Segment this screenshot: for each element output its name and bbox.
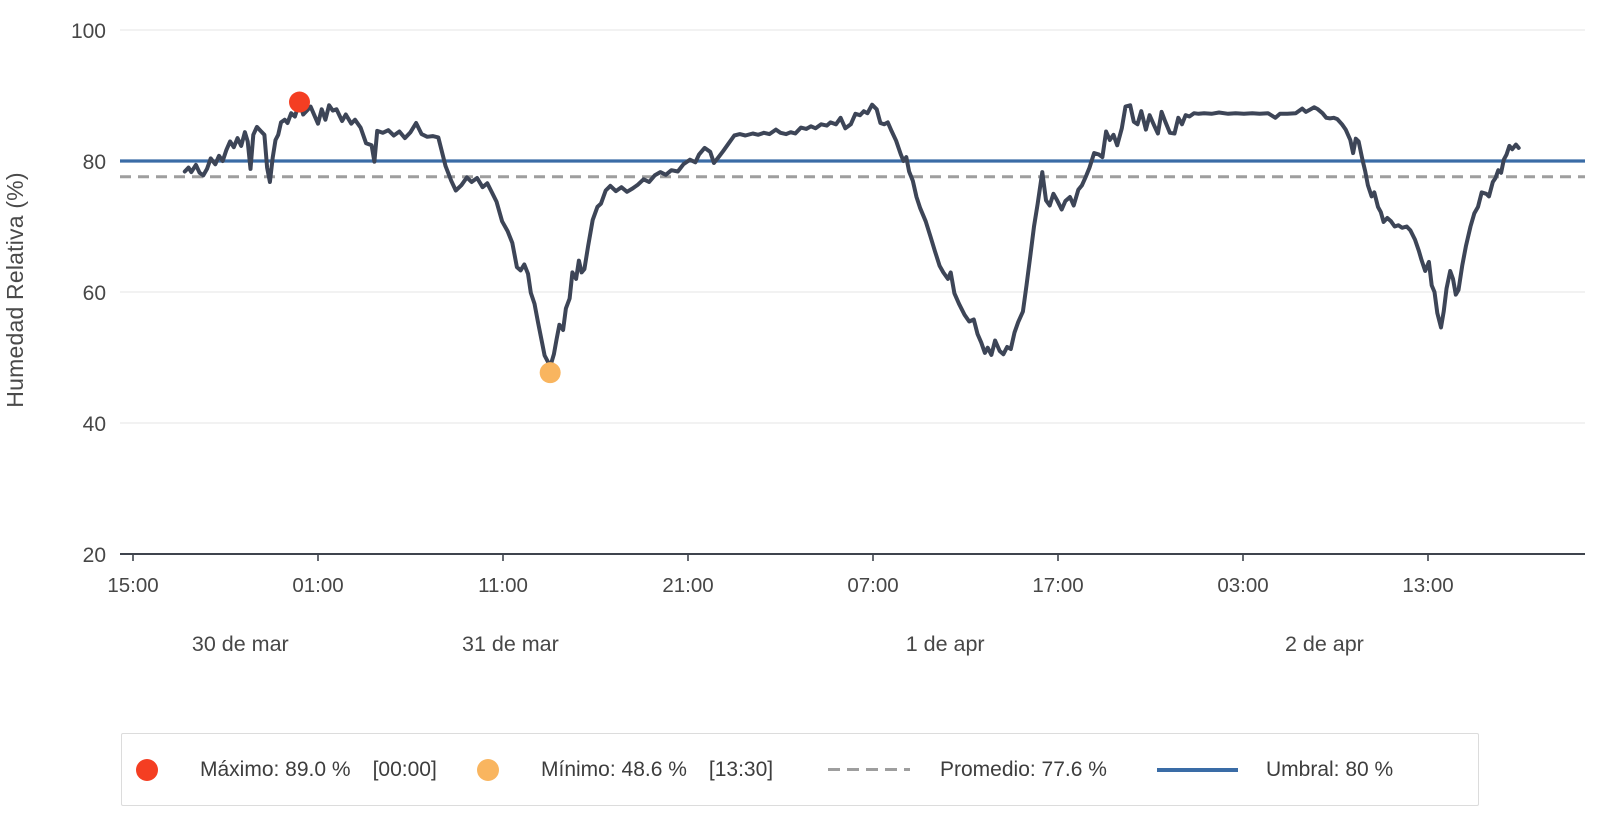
maximo-dot-icon	[136, 758, 158, 781]
legend-label-promedio: Promedio: 77.6 %	[940, 757, 1107, 781]
x-tick-label: 13:00	[1402, 574, 1453, 597]
y-tick-label: 100	[71, 20, 106, 43]
x-tick-label: 07:00	[847, 574, 898, 597]
legend-item-maximo[interactable]: Máximo: 89.0 % [00:00]	[136, 734, 437, 805]
x-tick-label: 03:00	[1217, 574, 1268, 597]
x-date-label: 2 de apr	[1285, 632, 1364, 656]
minimo-dot-icon	[477, 758, 499, 781]
legend-item-minimo[interactable]: Mínimo: 48.6 % [13:30]	[477, 734, 773, 805]
min-marker[interactable]	[539, 362, 561, 384]
max-marker[interactable]	[289, 91, 310, 113]
legend-time-maximo: [00:00]	[372, 757, 437, 781]
legend-label-maximo: Máximo: 89.0 %	[200, 757, 351, 781]
humidity-line-chart[interactable]: 15:00 01:00 11:00 21:00 07:00 17:00 03:00 13:00…	[0, 0, 1601, 700]
y-tick-label: 40	[83, 413, 106, 436]
legend-label-umbral: Umbral: 80 %	[1266, 757, 1394, 781]
humidity-series-line[interactable]	[182, 100, 1521, 369]
x-tick-label: 11:00	[478, 574, 528, 597]
y-tick-label: 80	[83, 151, 106, 174]
legend-time-minimo: [13:30]	[708, 757, 774, 781]
legend-item-umbral[interactable]: Umbral: 80 %	[1157, 734, 1393, 805]
chart-legend: Máximo: 89.0 % [00:00] Mínimo: 48.6 % [13:3…	[121, 733, 1479, 806]
x-date-label: 1 de apr	[906, 632, 985, 656]
x-tick-label: 17:00	[1032, 574, 1083, 597]
legend-item-promedio[interactable]: Promedio: 77.6 %	[828, 734, 1107, 805]
x-date-label: 31 de mar	[462, 632, 559, 656]
legend-label-minimo: Mínimo: 48.6 %	[541, 757, 687, 781]
x-tick-label: 21:00	[662, 574, 713, 597]
dashed-line-icon	[828, 768, 910, 771]
x-date-label: 30 de mar	[192, 632, 289, 656]
solid-line-icon	[1157, 767, 1238, 772]
x-tick-label: 15:00	[107, 574, 158, 597]
y-tick-label: 20	[83, 544, 106, 567]
x-tick-label: 01:00	[292, 574, 343, 597]
y-tick-label: 60	[83, 282, 106, 305]
